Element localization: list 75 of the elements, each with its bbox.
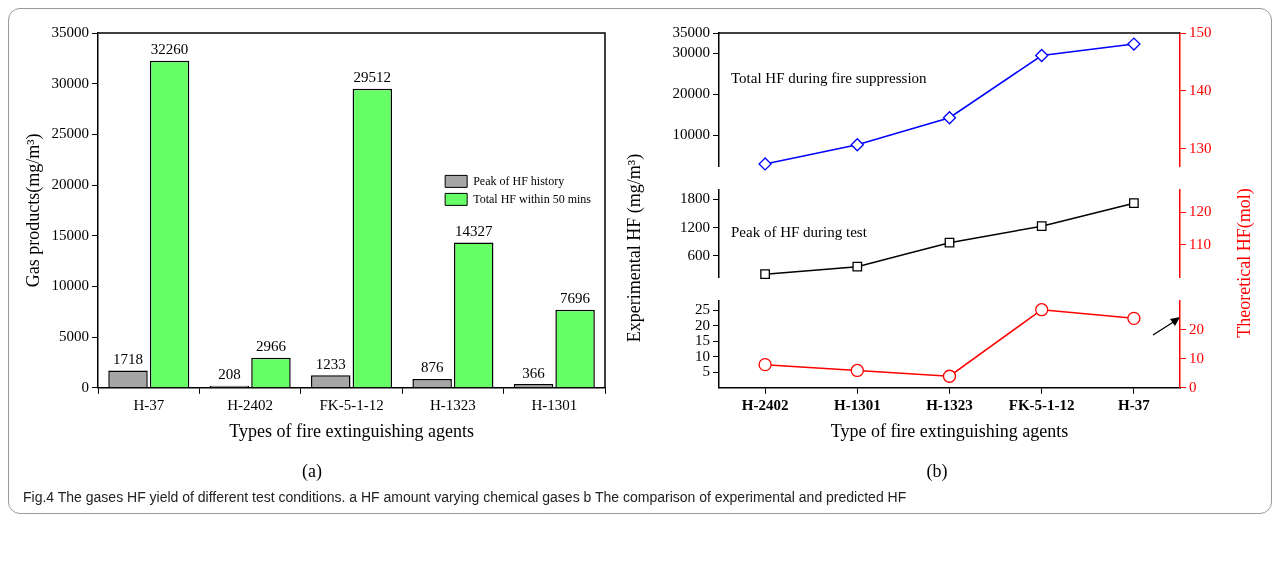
- y-tick-label: 25: [695, 301, 710, 318]
- y-tick-label: 15: [695, 332, 710, 349]
- y-tick-label: 1800: [680, 190, 710, 207]
- data-label: 876: [420, 359, 444, 376]
- point: [1129, 198, 1139, 209]
- y-tick-label: 10000: [51, 277, 90, 294]
- point: [942, 369, 957, 383]
- y-tick-label: 20000: [672, 85, 710, 102]
- y-tick-label: 10000: [672, 126, 710, 143]
- y-tick-label: 15000: [51, 226, 90, 243]
- point: [852, 261, 863, 272]
- x-tick-label: FK-5-1-12: [319, 396, 384, 413]
- data-label: 29512: [353, 69, 392, 86]
- x-tick-label: H-37: [133, 396, 165, 413]
- x-tick-label: H-1301: [531, 396, 578, 413]
- y-tick-label: 5000: [59, 328, 90, 345]
- y-tick-label: 35000: [672, 23, 710, 40]
- y-tick-label: 30000: [672, 44, 710, 61]
- legend-label: Total HF within 50 mins: [473, 191, 592, 206]
- y2-tick-label: 110: [1189, 235, 1211, 252]
- y-tick-label: 1200: [680, 218, 710, 235]
- point: [1127, 37, 1141, 51]
- x-tick-label: H-2402: [227, 396, 274, 413]
- y-tick-label: 10: [695, 347, 710, 364]
- data-label: 366: [522, 364, 546, 381]
- point: [1036, 221, 1047, 232]
- point: [942, 111, 957, 125]
- y-tick-label: 20000: [51, 175, 90, 192]
- y2-tick-label: 20: [1189, 320, 1204, 337]
- x-tick-label: H-1301: [833, 396, 881, 413]
- y2-tick-label: 0: [1189, 378, 1197, 395]
- y2-tick-label: 140: [1189, 81, 1212, 98]
- y2-tick-label: 10: [1189, 349, 1204, 366]
- data-label: 1233: [315, 355, 346, 372]
- data-label: 2966: [255, 338, 287, 355]
- y2-tick-label: 130: [1189, 139, 1212, 156]
- point: [760, 269, 770, 280]
- y-tick-label: 35000: [51, 23, 90, 40]
- y2-axis-title: Theoretical HF(mol): [1234, 187, 1255, 340]
- point: [758, 157, 772, 171]
- y-tick-label: 25000: [51, 125, 90, 142]
- y-tick-label: 20: [695, 316, 710, 333]
- text: Total HF during fire suppression: [731, 70, 928, 87]
- y-tick-label: 30000: [51, 74, 90, 91]
- x-axis-title: Types of fire extinguishing agents: [229, 421, 474, 442]
- y-axis-title: Experimental HF (mg/m³): [624, 152, 645, 345]
- point: [850, 138, 864, 152]
- x-tick-label: FK-5-1-12: [1008, 396, 1075, 413]
- data-label: 7696: [560, 290, 591, 307]
- point: [1035, 303, 1049, 317]
- y-tick-label: 600: [687, 246, 710, 263]
- y-tick-label: 5: [702, 363, 710, 380]
- point: [944, 237, 955, 248]
- x-tick-label: H-1323: [926, 396, 973, 413]
- text: (b): [926, 460, 948, 482]
- caption: Fig.4 The gases HF yield of different test conditions. a HF amount varying chemical gases b The comparison of experimental and predicted HF: [22, 488, 908, 507]
- x-tick-label: H-1323: [430, 396, 476, 413]
- y-tick-label: 0: [81, 378, 90, 395]
- point: [1035, 48, 1049, 63]
- series-label: Peak of HF during test: [731, 224, 868, 241]
- y2-tick-label: 120: [1189, 203, 1212, 220]
- legend-label: Peak of HF history: [473, 173, 565, 188]
- point: [1127, 311, 1141, 326]
- x-tick-label: H-2402: [741, 396, 789, 413]
- x-axis-title: Type of fire extinguishing agents: [830, 421, 1069, 442]
- x-tick-label: H-37: [1118, 396, 1151, 413]
- data-label: 208: [218, 366, 241, 383]
- point: [758, 358, 772, 372]
- y2-tick-label: 150: [1189, 23, 1212, 40]
- point: [850, 363, 864, 378]
- data-label: 14327: [454, 223, 493, 239]
- data-label: 1718: [113, 350, 144, 367]
- text: (a): [302, 460, 322, 482]
- y-axis-title: Gas products(mg/m³): [22, 133, 44, 288]
- data-label: 32260: [150, 41, 189, 58]
